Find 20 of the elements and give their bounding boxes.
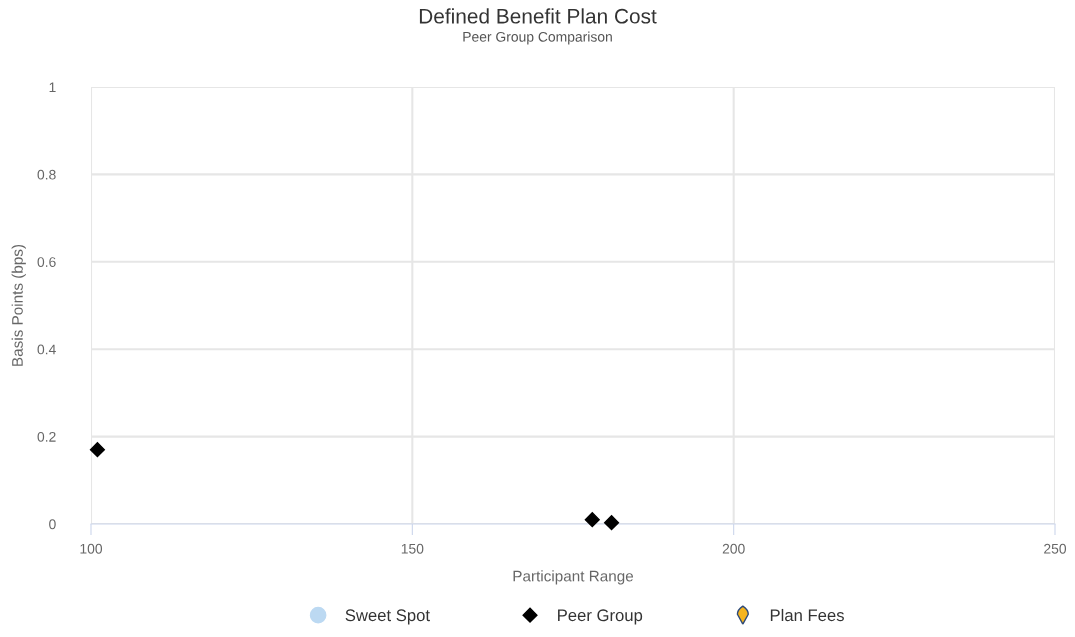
x-tick-label: 250: [1044, 543, 1067, 554]
y-axis-title: Basis Points (bps): [11, 244, 26, 366]
x-axis-title: Participant Range: [513, 570, 634, 585]
point: [603, 515, 620, 531]
x-tick-label: 100: [80, 543, 103, 554]
y-tick-label: 0.2: [37, 431, 56, 442]
legend-label: Peer Group: [558, 609, 643, 625]
x-tick-label: 150: [401, 543, 424, 554]
chart-subtitle: Peer Group Comparison: [463, 31, 612, 45]
legend-label: Plan Fees: [770, 608, 844, 622]
point: [584, 512, 600, 528]
x-tick-label: 200: [722, 543, 745, 554]
y-tick-label: 0.6: [37, 257, 56, 267]
point: [89, 442, 105, 458]
legend-label: Sweet Spot: [345, 609, 430, 625]
chart-title: Defined Benefit Plan Cost: [419, 8, 657, 24]
y-tick-label: 0.8: [37, 169, 56, 180]
y-tick-label: 0: [49, 519, 56, 530]
y-tick-label: 0.4: [37, 344, 56, 355]
y-tick-label: 1: [49, 82, 56, 93]
